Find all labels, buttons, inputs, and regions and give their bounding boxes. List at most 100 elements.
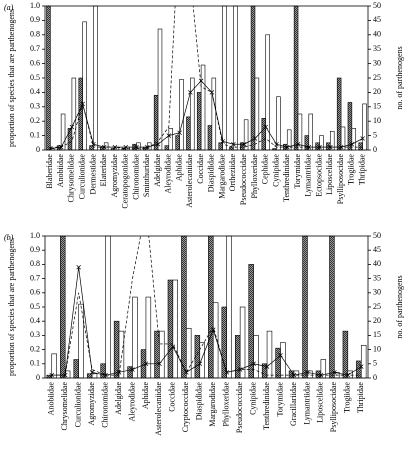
y-tick-label: 0.7 [30, 44, 40, 53]
bar [253, 335, 259, 379]
x-tick-label: Psylliposocidae [329, 382, 338, 433]
y-tick-label: 0.6 [30, 288, 40, 297]
bar [154, 330, 160, 379]
y2-tick-label: 5 [373, 359, 377, 368]
y-tick-label: 0.3 [30, 102, 40, 111]
line-marker [166, 133, 172, 138]
bar [221, 306, 227, 379]
bar [46, 5, 51, 151]
x-tick-label: Asterolecaniidae [185, 154, 194, 208]
bar [60, 113, 66, 151]
y-axis-label: proportion of species that are parthenog… [7, 238, 16, 376]
x-tick-label: Asterolecaniidae [154, 382, 163, 436]
bar [207, 125, 213, 151]
y-tick-label: 0.4 [30, 316, 40, 325]
x-tick-label: Tenthredinidae [262, 382, 271, 430]
bar [82, 21, 87, 151]
y-tick-label: 0.4 [30, 87, 40, 96]
y-tick-label: 0.9 [30, 245, 40, 254]
bar [302, 235, 308, 379]
x-tick-label: Liposcelidae [316, 382, 325, 423]
bar [239, 306, 246, 379]
y-tick-label: 0.1 [30, 130, 40, 139]
line-marker [305, 370, 310, 375]
x-tick-label: Blaberidae [45, 154, 54, 189]
x-tick-label: Thripidae [356, 382, 365, 414]
line-marker [198, 78, 204, 84]
y2-tick-label: 25 [373, 73, 381, 82]
x-tick-label: Aleyrodidae [127, 382, 136, 422]
x-tick-label: Lymantriidae [304, 154, 313, 197]
line-marker [123, 144, 128, 150]
y2-tick-label: 35 [373, 44, 381, 53]
y-tick-label: 0.8 [30, 259, 40, 268]
line-marker [89, 370, 95, 375]
line-marker [318, 372, 324, 378]
bar [145, 296, 152, 379]
y2-tick-label: 35 [373, 273, 381, 282]
line-marker [220, 139, 225, 144]
series-line [51, 267, 362, 376]
bar [308, 113, 313, 151]
line-marker [157, 361, 162, 367]
x-tick-label: Agromyzidae [87, 382, 96, 426]
x-tick-label: Chironomidae [100, 382, 109, 428]
bar [105, 235, 111, 379]
line-marker [188, 90, 193, 95]
line-marker [264, 364, 270, 369]
x-tick-label: Psylliposocidae [336, 154, 345, 205]
line-marker [80, 101, 85, 107]
bar [89, 145, 94, 151]
line-layer [48, 6, 365, 150]
bar [250, 5, 256, 151]
series-line [51, 236, 362, 376]
x-tick-label: Anobiidae [56, 154, 65, 188]
line-marker [103, 372, 108, 378]
x-tick-label: Ceratopogonidae [121, 154, 130, 209]
bar [91, 373, 98, 379]
line-marker [101, 144, 107, 150]
x-tick-label: Coccidae [196, 154, 205, 184]
x-tick-label: Ortheziidae [228, 154, 237, 192]
y2-tick-label: 30 [373, 288, 381, 297]
bar [218, 142, 223, 151]
x-tick-label: Thripidae [357, 154, 366, 186]
bar [266, 330, 273, 379]
line-marker [231, 141, 236, 147]
y-tick-label: 0.1 [30, 359, 40, 368]
x-tick-label: Aphidae [174, 154, 183, 182]
bar [248, 264, 254, 379]
line-marker [328, 144, 333, 150]
bar [67, 128, 73, 151]
bar [159, 330, 165, 379]
line-marker [291, 372, 297, 378]
x-tick-label: Trogiidae [347, 154, 356, 185]
x-tick-label: Cynipidae [271, 154, 280, 187]
x-tick-label: Adelgidae [153, 154, 162, 187]
x-tick-label: Sminthuridae [142, 154, 151, 198]
y2-tick-label: 50 [373, 231, 381, 240]
line-marker [91, 141, 96, 147]
line-marker [345, 372, 351, 378]
bar [360, 345, 367, 379]
bar [157, 28, 163, 151]
y-tick-label: 0 [36, 145, 40, 154]
y-tick-label: 0.7 [30, 273, 40, 282]
x-tick-label: Phylloxeridae [250, 154, 259, 199]
y2-tick-label: 50 [373, 1, 381, 10]
x-tick-label: Aleyrodidae [164, 154, 173, 194]
y2-tick-label: 25 [373, 302, 381, 311]
x-tick-label: Cryptococcidae [181, 382, 190, 433]
bar [93, 5, 98, 151]
bar [208, 235, 214, 379]
line-marker [241, 141, 247, 147]
line-marker [112, 144, 118, 150]
y2-tick-label: 45 [373, 245, 381, 254]
line-marker [209, 90, 215, 95]
y-tick-label: 0.2 [30, 116, 40, 125]
line-marker [143, 361, 149, 367]
plot-frame [44, 235, 369, 379]
plot-frame [44, 5, 369, 151]
x-tick-label: Cephidae [261, 154, 270, 185]
